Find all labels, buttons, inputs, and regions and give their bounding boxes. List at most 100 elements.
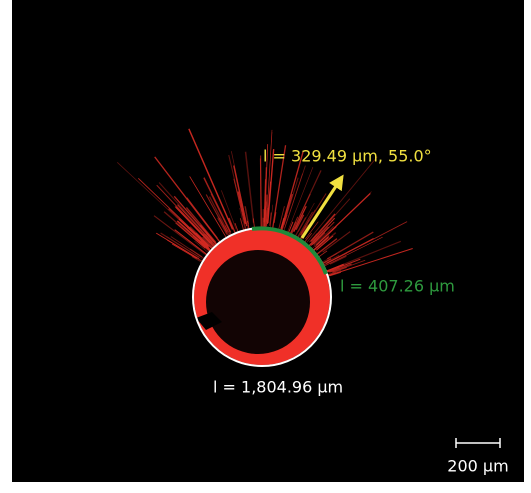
spray-streak xyxy=(311,236,329,253)
red-spray xyxy=(117,128,413,277)
arrow-label: l = 329.49 µm, 55.0° xyxy=(263,147,432,166)
spray-streak xyxy=(326,231,374,260)
spray-streak xyxy=(311,198,351,242)
spray-streak xyxy=(228,217,236,234)
spray-streak xyxy=(296,211,313,239)
perimeter-label: l = 1,804.96 µm xyxy=(213,378,343,397)
spray-streak xyxy=(269,212,272,226)
spray-streak xyxy=(321,258,332,265)
spray-streak xyxy=(322,236,383,268)
spray-streak xyxy=(264,205,266,222)
spray-streak xyxy=(280,193,294,233)
spray-streak xyxy=(291,193,311,235)
arc-label: l = 407.26 µm xyxy=(340,277,455,296)
spray-streak xyxy=(220,190,237,230)
spray-streak xyxy=(160,232,200,259)
spray-streak xyxy=(244,151,255,223)
scale-label: 200 µm xyxy=(447,457,508,476)
spray-streak xyxy=(287,167,314,232)
spray-streak xyxy=(199,224,218,246)
spray-streak xyxy=(311,191,372,250)
spray-streak xyxy=(290,170,322,236)
spray-streak xyxy=(191,255,201,263)
spray-streak xyxy=(203,177,232,233)
spray-streak xyxy=(300,209,316,233)
spray-streak xyxy=(306,230,323,248)
spray-streak xyxy=(189,248,203,258)
spray-streak xyxy=(177,204,216,247)
spray-streak xyxy=(233,178,247,231)
spray-streak xyxy=(265,132,273,229)
spray-streak xyxy=(177,224,206,249)
spray-streak xyxy=(293,217,307,239)
spray-streak xyxy=(200,240,211,250)
spray-streak xyxy=(280,150,304,231)
spray-streak xyxy=(283,165,306,232)
spray-streak xyxy=(304,232,313,243)
spray-streak xyxy=(315,235,334,251)
spray-streak xyxy=(322,231,351,253)
spray-streak xyxy=(332,266,347,273)
spray-streak xyxy=(315,238,338,256)
spray-streak xyxy=(328,248,413,277)
spray-streak xyxy=(322,221,408,267)
scale-bar: 200 µm xyxy=(447,438,509,476)
spray-streak xyxy=(269,204,274,231)
spray-streak xyxy=(233,165,248,227)
spray-streak xyxy=(321,253,338,263)
spray-streak xyxy=(260,155,262,231)
spray-streak xyxy=(300,224,310,237)
arc-highlight xyxy=(251,226,328,275)
spray-streak xyxy=(239,208,246,233)
spray-streak xyxy=(313,232,326,245)
spray-streak xyxy=(273,212,277,224)
spray-streak xyxy=(329,271,342,277)
spray-streak xyxy=(228,154,246,224)
spray-streak xyxy=(264,194,268,229)
spray-streak xyxy=(317,232,337,250)
spray-streak xyxy=(314,226,337,248)
spray-streak xyxy=(168,208,209,247)
spray-streak xyxy=(166,236,205,261)
spray-streak xyxy=(244,206,250,225)
spray-streak xyxy=(272,145,287,228)
spray-streak xyxy=(170,236,206,260)
spray-streak xyxy=(194,240,210,254)
spray-streak xyxy=(174,205,215,248)
spray-streak xyxy=(217,218,228,235)
spray-streak xyxy=(315,192,371,246)
spray-streak xyxy=(305,221,319,240)
spray-streak xyxy=(278,206,285,230)
spray-streak xyxy=(300,193,327,236)
spray-streak xyxy=(298,202,315,232)
spray-streak xyxy=(205,234,213,243)
dark-core xyxy=(206,250,310,354)
spray-streak xyxy=(326,258,361,273)
spray-streak xyxy=(320,254,340,266)
spray-streak xyxy=(284,173,303,229)
notch xyxy=(196,312,222,330)
spray-streak xyxy=(153,215,207,256)
spray-streak xyxy=(186,227,210,249)
spray-streak xyxy=(218,217,231,238)
spray-streak xyxy=(329,263,352,273)
spray-streak xyxy=(237,191,247,225)
spray-streak xyxy=(295,214,305,231)
spray-streak xyxy=(307,217,336,248)
spray-streak xyxy=(202,236,214,249)
spray-streak xyxy=(188,128,234,230)
spray-streak xyxy=(208,196,229,233)
spray-streak xyxy=(267,149,275,224)
spray-streak xyxy=(189,176,227,238)
spray-streak xyxy=(186,197,218,239)
spray-streak xyxy=(313,226,334,246)
spray-streak xyxy=(189,226,215,252)
spray-streak xyxy=(205,194,228,233)
spray-streak xyxy=(289,216,299,235)
spray-streak xyxy=(154,156,223,245)
spray-streak xyxy=(288,221,294,233)
spray-streak xyxy=(171,243,197,259)
spray-streak xyxy=(174,229,209,256)
